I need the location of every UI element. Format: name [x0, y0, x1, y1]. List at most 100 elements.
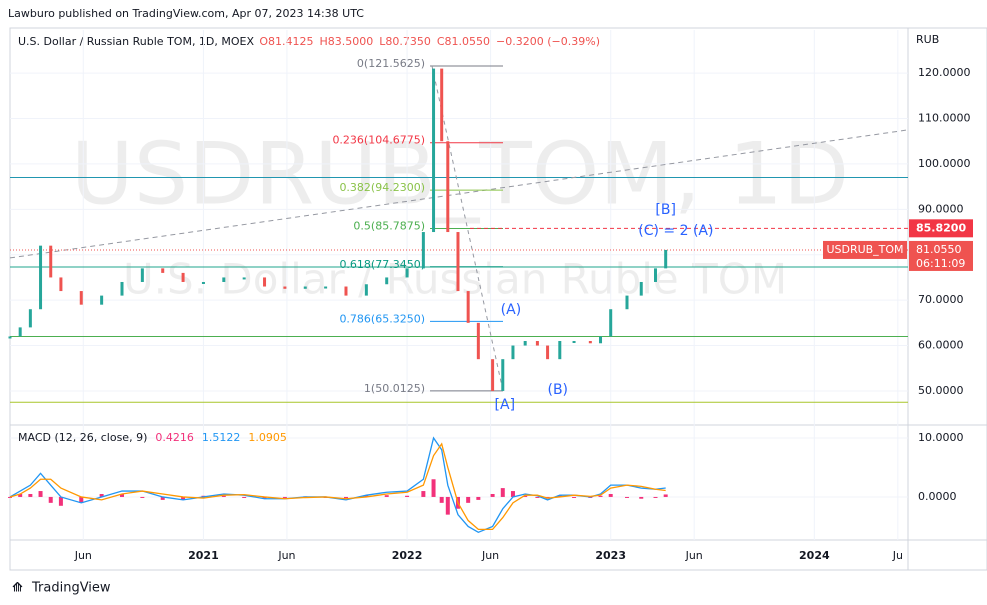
macd-histogram-bar	[181, 496, 186, 500]
publisher-header: Lawburo published on TradingView.com, Ap…	[8, 7, 364, 20]
fib-label: 1(50.0125)	[364, 382, 425, 395]
macd-line	[9, 442, 666, 531]
ohlc-value: H83.5000	[319, 35, 373, 48]
last-price-label: 81.0550	[916, 243, 962, 256]
watermark: USDRUB_TOM, 1D	[71, 124, 850, 224]
fib-label: 0(121.5625)	[357, 57, 425, 70]
last-price-tag	[909, 240, 973, 271]
ohlc-value: C81.0550	[437, 35, 490, 48]
y-tick-label: 50.0000	[918, 384, 964, 397]
macd-histogram-bar	[48, 496, 53, 503]
symbol-tag-label: USDRUB_TOM	[826, 243, 903, 256]
candle	[242, 277, 246, 280]
wave-label: (B)	[547, 382, 568, 398]
fib-label: 0.618(77.3450)	[339, 258, 425, 271]
candle	[664, 249, 668, 269]
macd-histogram-bar	[282, 496, 287, 498]
x-tick-label: 2022	[392, 549, 423, 562]
macd-histogram-bar	[439, 496, 444, 503]
macd-histogram-bar	[639, 496, 644, 499]
candle	[18, 327, 22, 337]
candle	[476, 322, 480, 360]
candle	[654, 268, 658, 282]
macd-histogram-bar	[405, 495, 410, 497]
macd-histogram-bar	[608, 494, 613, 497]
candle	[609, 309, 613, 337]
macd-histogram-bar	[99, 494, 104, 497]
candle	[405, 268, 409, 278]
y-tick-label: 10.0000	[918, 431, 964, 444]
candle	[523, 341, 527, 346]
price-tag-label: 85.8200	[916, 221, 966, 234]
x-tick-label: 2024	[799, 549, 830, 562]
candle	[625, 295, 629, 310]
macd-histogram-bar	[445, 496, 450, 515]
footer-logo: ⟰	[12, 581, 23, 596]
macd-histogram-bar	[421, 491, 426, 497]
macd-histogram-bar	[572, 496, 577, 498]
trend-line	[9, 129, 909, 259]
price-tag	[909, 219, 973, 238]
macd-histogram-bar	[262, 496, 267, 499]
symbol-title: U.S. Dollar / Russian Ruble TOM, 1D, MOE…	[18, 35, 600, 48]
candle	[120, 281, 124, 296]
macd-histogram-bar	[18, 494, 23, 497]
macd-histogram-bar	[242, 496, 247, 498]
x-tick-label: 2021	[188, 549, 219, 562]
candle	[324, 286, 328, 289]
wave-label: (C) = 2 (A)	[638, 223, 713, 239]
y-tick-label: 0.0000	[918, 490, 957, 503]
axis-label: RUB	[916, 33, 939, 46]
candle	[201, 281, 205, 284]
x-tick-label: Jun	[481, 549, 499, 562]
candle	[364, 284, 368, 296]
candle	[572, 341, 576, 344]
macd-histogram-bar	[140, 496, 145, 498]
candle	[466, 291, 470, 323]
candle	[263, 277, 267, 287]
candle	[558, 341, 562, 360]
macd-histogram-bar	[8, 496, 12, 498]
symbol-name: U.S. Dollar / Russian Ruble TOM, 1D, MOE…	[18, 35, 254, 48]
macd-value: 1.5122	[202, 431, 241, 444]
countdown: 06:11:09	[916, 257, 965, 270]
macd-histogram-bar	[598, 495, 603, 497]
candle	[456, 232, 460, 292]
x-tick-label: Ju	[892, 549, 903, 562]
candle	[385, 277, 389, 285]
ohlc-value: L80.7350	[379, 35, 431, 48]
macd-histogram-bar	[431, 479, 436, 497]
macd-value: 1.0905	[248, 431, 287, 444]
x-tick-label: Jun	[685, 549, 703, 562]
macd-histogram-bar	[160, 496, 165, 500]
macd-histogram-bar	[624, 496, 629, 498]
candle	[639, 281, 643, 296]
symbol-tag	[823, 240, 907, 259]
fib-label: 0.236(104.6775)	[332, 134, 425, 147]
candle	[511, 345, 515, 360]
candle	[140, 268, 144, 282]
macd-histogram-bar	[653, 496, 658, 498]
wave-label: (A)	[501, 302, 522, 318]
macd-histogram-bar	[384, 495, 389, 497]
x-tick-label: Jun	[74, 549, 92, 562]
wave-label: [A]	[495, 397, 516, 413]
candle	[8, 336, 12, 339]
candle	[39, 245, 43, 310]
candle	[100, 295, 104, 305]
macd-histogram-bar	[490, 494, 495, 497]
candle	[79, 291, 83, 305]
macd-histogram-bar	[38, 491, 43, 497]
fib-label: 0.786(65.3250)	[339, 312, 425, 325]
macd-histogram-bar	[476, 496, 481, 500]
candle	[432, 68, 436, 233]
candle	[440, 68, 444, 142]
macd-histogram-bar	[343, 496, 348, 499]
candle	[161, 268, 165, 273]
y-tick-label: 110.0000	[918, 112, 971, 125]
candle	[283, 286, 287, 289]
fib-label: 0.5(85.7875)	[353, 219, 425, 232]
macd-histogram-bar	[119, 494, 124, 497]
macd-histogram-bar	[557, 495, 562, 497]
